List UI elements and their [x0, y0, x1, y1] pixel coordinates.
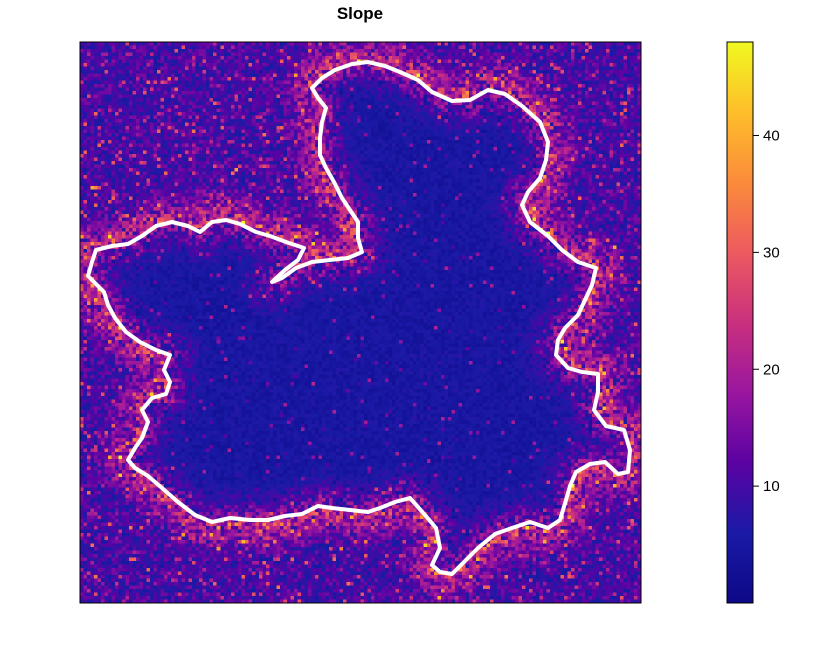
legend-tick-label: 10 [763, 478, 780, 495]
color-legend: 10 20 30 40 [726, 41, 780, 604]
legend-tick-label: 30 [763, 244, 780, 261]
legend-tick-label: 40 [763, 128, 780, 145]
map-panel [79, 41, 642, 604]
map-frame [79, 41, 642, 604]
region-boundary [86, 60, 632, 576]
chart-title: Slope [337, 4, 383, 23]
legend-tick-label: 20 [763, 361, 780, 378]
legend-colorbar [726, 41, 754, 604]
slope-raster [80, 42, 641, 603]
